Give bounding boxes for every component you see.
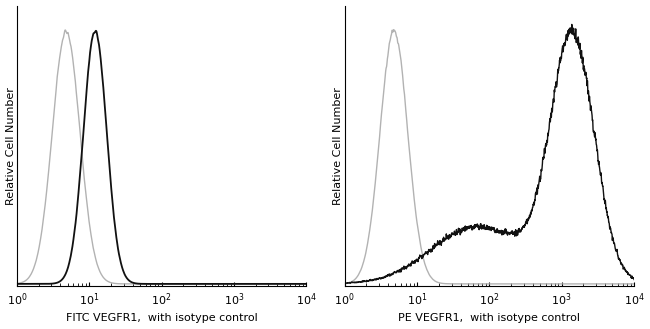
X-axis label: PE VEGFR1,  with isotype control: PE VEGFR1, with isotype control [398,314,580,323]
X-axis label: FITC VEGFR1,  with isotype control: FITC VEGFR1, with isotype control [66,314,257,323]
Y-axis label: Relative Cell Number: Relative Cell Number [333,87,343,205]
Y-axis label: Relative Cell Number: Relative Cell Number [6,87,16,205]
